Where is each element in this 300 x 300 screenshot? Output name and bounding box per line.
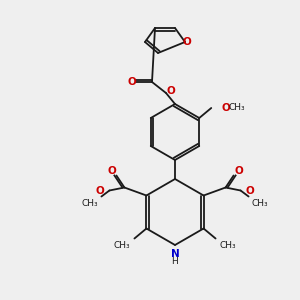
Text: O: O — [107, 166, 116, 176]
Text: CH₃: CH₃ — [82, 200, 98, 208]
Text: O: O — [183, 37, 191, 47]
Text: O: O — [221, 103, 230, 113]
Text: CH₃: CH₃ — [220, 242, 236, 250]
Text: N: N — [171, 249, 179, 259]
Text: O: O — [246, 185, 254, 196]
Text: O: O — [167, 86, 176, 96]
Text: H: H — [172, 257, 178, 266]
Text: O: O — [96, 185, 104, 196]
Text: O: O — [234, 166, 243, 176]
Text: CH₃: CH₃ — [114, 242, 130, 250]
Text: CH₃: CH₃ — [252, 200, 268, 208]
Text: O: O — [128, 77, 136, 87]
Text: CH₃: CH₃ — [228, 103, 245, 112]
